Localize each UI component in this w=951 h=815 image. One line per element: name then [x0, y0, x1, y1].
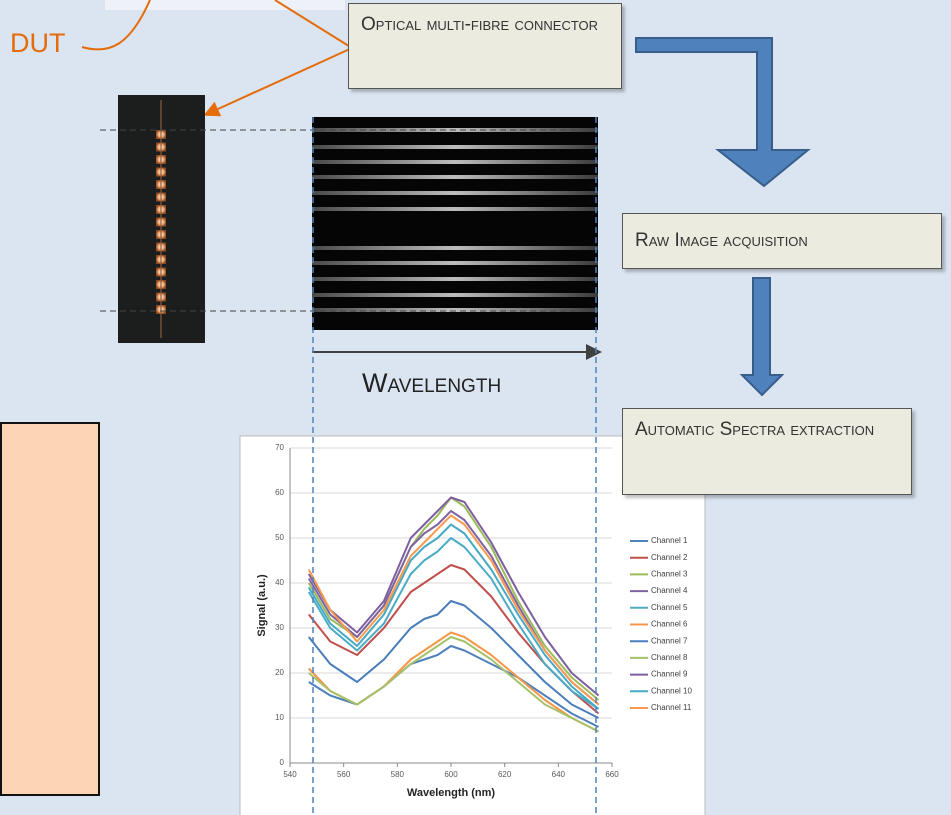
legend-label: Channel 2	[651, 553, 688, 562]
side-box	[1, 423, 99, 795]
stripe	[312, 160, 598, 164]
x-tick-label: 540	[283, 770, 297, 779]
stripe	[312, 246, 598, 250]
legend-label: Channel 3	[651, 570, 688, 579]
wavelength-label: Wavelength	[362, 368, 501, 399]
x-tick-label: 560	[337, 770, 351, 779]
extraction-box: Automatic Spectra extraction	[622, 408, 912, 495]
y-tick-label: 0	[280, 758, 285, 767]
connector-box: Optical multi-fibre connector	[348, 3, 622, 89]
stripe	[312, 293, 598, 297]
legend-label: Channel 6	[651, 620, 688, 629]
x-axis-label: Wavelength (nm)	[407, 787, 496, 799]
stripe	[312, 191, 598, 195]
stripe	[312, 175, 598, 179]
stripe	[312, 145, 598, 149]
flow-arrow	[742, 278, 782, 395]
y-tick-label: 70	[275, 443, 284, 452]
y-tick-label: 10	[275, 713, 284, 722]
top-box	[105, 0, 345, 10]
legend-label: Channel 1	[651, 536, 688, 545]
flow-arrow	[636, 38, 808, 186]
x-tick-label: 580	[391, 770, 405, 779]
stripe	[312, 261, 598, 265]
y-tick-label: 20	[275, 668, 284, 677]
dut-label: DUT	[10, 28, 66, 59]
legend-label: Channel 5	[651, 603, 688, 612]
y-tick-label: 30	[275, 623, 284, 632]
x-tick-label: 640	[552, 770, 566, 779]
x-tick-label: 600	[444, 770, 458, 779]
slide: 0 10 20 30 40 50 60 70 540 560 580 600 620 640 660 Wave…	[0, 0, 951, 815]
stripe	[312, 277, 598, 281]
legend-label: Channel 4	[651, 586, 688, 595]
legend-label: Channel 9	[651, 670, 688, 679]
y-tick-label: 40	[275, 578, 284, 587]
legend-label: Channel 11	[651, 703, 692, 712]
pointer	[207, 48, 352, 114]
stripe	[312, 207, 598, 211]
legend-label: Channel 10	[651, 686, 692, 695]
y-tick-label: 50	[275, 533, 284, 542]
legend-label: Channel 7	[651, 636, 688, 645]
legend-label: Channel 8	[651, 653, 688, 662]
x-tick-label: 620	[498, 770, 512, 779]
x-tick-label: 660	[605, 770, 619, 779]
acquisition-box: Raw Image acquisition	[622, 213, 942, 269]
y-tick-label: 60	[275, 488, 284, 497]
fibre-glow	[160, 100, 162, 338]
y-axis-label: Signal (a.u.)	[256, 574, 268, 637]
